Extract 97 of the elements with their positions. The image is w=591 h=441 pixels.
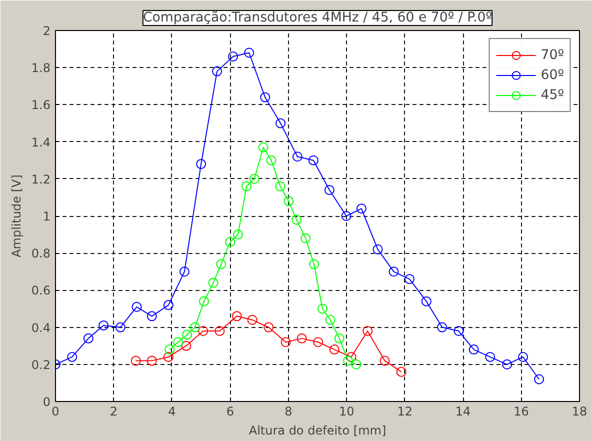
point (313, 337, 324, 348)
point (468, 344, 479, 355)
y-tick-label: 1 (42, 210, 51, 224)
point (308, 155, 318, 166)
y-tick-label: 0.4 (31, 320, 51, 335)
point (179, 266, 190, 277)
point (518, 352, 528, 362)
legend-label: 60º (540, 68, 564, 82)
point (485, 352, 496, 362)
point (208, 278, 218, 288)
y-tick-label: 1.6 (31, 98, 51, 112)
x-tick-label: 14 (455, 404, 471, 418)
point (146, 311, 157, 322)
point (380, 356, 390, 366)
x-tick-label: 4 (168, 404, 176, 418)
chart-title: Comparação:Transdutores 4MHz / 45, 60 e 70º / P.0º (142, 10, 492, 26)
legend-label: 45º (540, 88, 564, 102)
point (502, 359, 512, 370)
y-tick-label: 1.8 (31, 61, 51, 76)
y-tick-label: 2 (42, 24, 51, 38)
point (198, 296, 209, 306)
point (296, 333, 307, 344)
point (266, 155, 276, 166)
point (317, 304, 328, 314)
point (292, 152, 302, 162)
point (182, 330, 192, 340)
point (216, 259, 226, 270)
y-tick-label: 1.4 (31, 135, 51, 150)
point (372, 244, 383, 254)
point (341, 211, 352, 221)
point (247, 314, 258, 325)
point (163, 352, 174, 362)
point (325, 314, 336, 325)
point (225, 236, 236, 247)
point (232, 311, 242, 322)
point (164, 344, 175, 355)
point (284, 196, 294, 206)
point (275, 181, 286, 192)
point (190, 322, 200, 332)
point (362, 326, 373, 336)
y-tick-label: 0.6 (31, 284, 51, 298)
point (454, 326, 464, 336)
point (244, 48, 254, 58)
point (163, 300, 174, 310)
x-tick-label: 0 (52, 404, 60, 418)
x-tick-label: 2 (110, 404, 118, 418)
point (198, 326, 208, 336)
point (343, 356, 354, 366)
x-tick-label: 16 (514, 404, 529, 418)
legend-label: 70º (540, 48, 564, 62)
point (67, 352, 78, 362)
point (356, 204, 366, 214)
x-tick-label: 8 (284, 404, 292, 418)
point (83, 333, 94, 344)
y-tick-label: 0.2 (31, 358, 51, 372)
point (280, 337, 291, 348)
point (437, 322, 448, 332)
point (212, 66, 222, 76)
point (260, 92, 270, 102)
point (181, 340, 192, 351)
point (421, 296, 432, 306)
point (241, 181, 252, 192)
point (214, 326, 225, 336)
x-tick-label: 6 (226, 404, 234, 418)
x-tick-label: 18 (572, 404, 588, 418)
point (388, 266, 399, 277)
point (334, 333, 344, 344)
point (324, 185, 334, 196)
point (98, 320, 109, 330)
point (132, 302, 142, 312)
point (346, 352, 356, 362)
y-axis-title: Amplitude [V] (9, 174, 24, 258)
point (258, 142, 268, 152)
point (292, 214, 302, 225)
x-tick-label: 10 (338, 404, 354, 418)
point (534, 374, 544, 384)
point (233, 230, 244, 240)
point (276, 118, 286, 128)
point (115, 322, 126, 332)
point (130, 356, 141, 366)
point (351, 359, 362, 370)
point (196, 159, 206, 170)
point (309, 259, 320, 270)
y-tick-label: 1.2 (31, 172, 51, 186)
x-tick-label: 12 (397, 404, 412, 418)
y-tick-label: 0.8 (31, 246, 51, 261)
point (264, 322, 274, 332)
point (300, 233, 311, 244)
point (396, 366, 406, 377)
point (228, 51, 238, 62)
y-tick-label: 0 (42, 395, 51, 409)
point (249, 174, 260, 184)
point (404, 274, 414, 284)
x-axis-title: Altura do defeito [mm] (248, 424, 386, 438)
point (329, 344, 340, 355)
point (173, 337, 184, 348)
point (146, 356, 157, 366)
